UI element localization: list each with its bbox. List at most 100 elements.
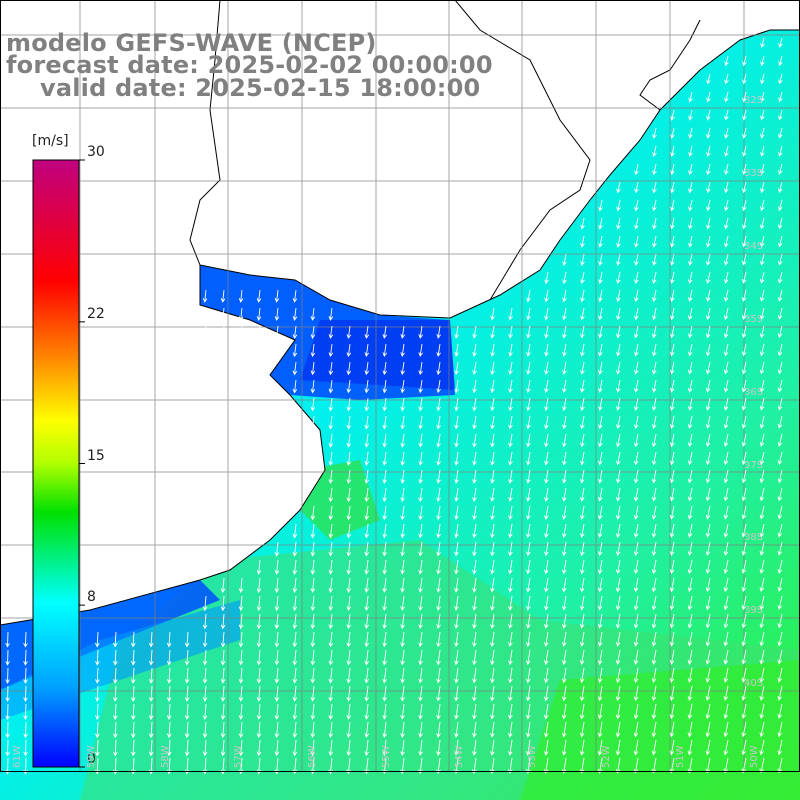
wind-arrow (256, 721, 262, 739)
wind-arrow (651, 523, 657, 538)
wind-arrow (328, 721, 334, 739)
wind-arrow (687, 559, 693, 575)
longitude-label: 61W (12, 745, 23, 768)
wind-arrow (418, 703, 423, 720)
wind-arrow (705, 415, 711, 429)
wind-arrow (723, 577, 729, 593)
wind-arrow (472, 451, 477, 466)
wind-arrow (597, 505, 603, 520)
wind-arrow (112, 739, 118, 757)
wind-arrow (256, 649, 262, 666)
wind-arrow (688, 145, 693, 158)
wind-arrow (705, 451, 711, 466)
wind-arrow (543, 559, 549, 575)
wind-arrow (202, 325, 208, 340)
wind-arrow (525, 685, 531, 702)
wind-arrow (95, 721, 100, 739)
wind-arrow (543, 685, 549, 702)
wind-arrow (274, 559, 280, 575)
wind-arrow (364, 379, 370, 394)
wind-arrow (759, 289, 765, 302)
wind-arrow (490, 469, 495, 484)
wind-arrow (184, 721, 190, 739)
wind-arrow (687, 739, 693, 756)
wind-arrow (759, 613, 765, 629)
wind-arrow (400, 595, 405, 611)
latitude-label: 36S (744, 387, 764, 398)
wind-arrow (472, 685, 477, 702)
wind-arrow (418, 379, 423, 394)
wind-arrow (472, 721, 477, 738)
wind-arrow (490, 595, 495, 611)
wind-arrow (508, 397, 513, 412)
wind-arrow (777, 217, 783, 230)
wind-arrow (580, 325, 585, 339)
wind-arrow (292, 307, 298, 321)
wind-arrow (112, 685, 118, 702)
wind-arrow (651, 415, 657, 430)
wind-arrow (579, 685, 585, 702)
wind-arrow (741, 685, 747, 701)
wind-arrow (562, 469, 567, 484)
wind-arrow (274, 577, 280, 594)
wind-arrow (95, 685, 100, 703)
wind-arrow (778, 163, 783, 175)
wind-arrow (256, 703, 262, 720)
wind-arrow (741, 325, 747, 339)
wind-arrow (579, 541, 585, 557)
wind-arrow (597, 541, 603, 557)
wind-arrow (238, 307, 244, 321)
wind-arrow (598, 199, 603, 212)
wind-arrow (328, 451, 334, 466)
wind-arrow (328, 469, 334, 485)
wind-arrow (472, 469, 477, 484)
wind-arrow (400, 343, 405, 358)
wind-arrow (274, 541, 280, 557)
longitude-label: 54W (454, 745, 465, 768)
wind-arrow (651, 397, 657, 411)
wind-arrow (615, 595, 621, 611)
wind-arrow (436, 469, 441, 484)
wind-arrow (723, 505, 729, 520)
wind-arrow (400, 505, 405, 521)
wind-arrow (220, 613, 226, 630)
wind-arrow (256, 613, 262, 630)
wind-arrow (508, 343, 513, 357)
wind-arrow (526, 505, 531, 521)
wind-arrow (742, 181, 747, 194)
wind-arrow (705, 613, 711, 629)
wind-arrow (310, 415, 316, 430)
wind-arrow (580, 235, 585, 248)
wind-arrow (418, 343, 423, 357)
wind-arrow (472, 325, 477, 339)
wind-arrow (364, 685, 369, 702)
wind-arrow (669, 415, 675, 430)
wind-arrow (346, 559, 352, 575)
wind-arrow (328, 325, 334, 339)
wind-arrow (490, 505, 495, 521)
wind-arrow (148, 739, 154, 757)
wind-arrow (651, 433, 657, 448)
wind-arrow (238, 289, 244, 303)
wind-arrow (5, 721, 10, 739)
wind-arrow (418, 667, 423, 684)
wind-arrow (543, 595, 549, 611)
wind-arrow (759, 649, 765, 665)
wind-arrow (543, 577, 549, 593)
wind-arrow (544, 469, 549, 484)
wind-arrow (400, 703, 405, 720)
wind-arrow (543, 739, 549, 756)
wind-arrow (561, 559, 567, 575)
wind-arrow (759, 199, 765, 212)
wind-arrow (615, 487, 621, 502)
wind-arrow (400, 397, 405, 412)
wind-arrow (633, 757, 639, 774)
wind-arrow (598, 379, 603, 393)
wind-arrow (669, 649, 675, 665)
wind-arrow (687, 757, 693, 774)
wind-arrow (633, 505, 639, 520)
wind-arrow (418, 415, 423, 430)
wind-arrow (418, 433, 423, 448)
wind-arrow (580, 253, 585, 267)
wind-arrow (580, 433, 585, 448)
